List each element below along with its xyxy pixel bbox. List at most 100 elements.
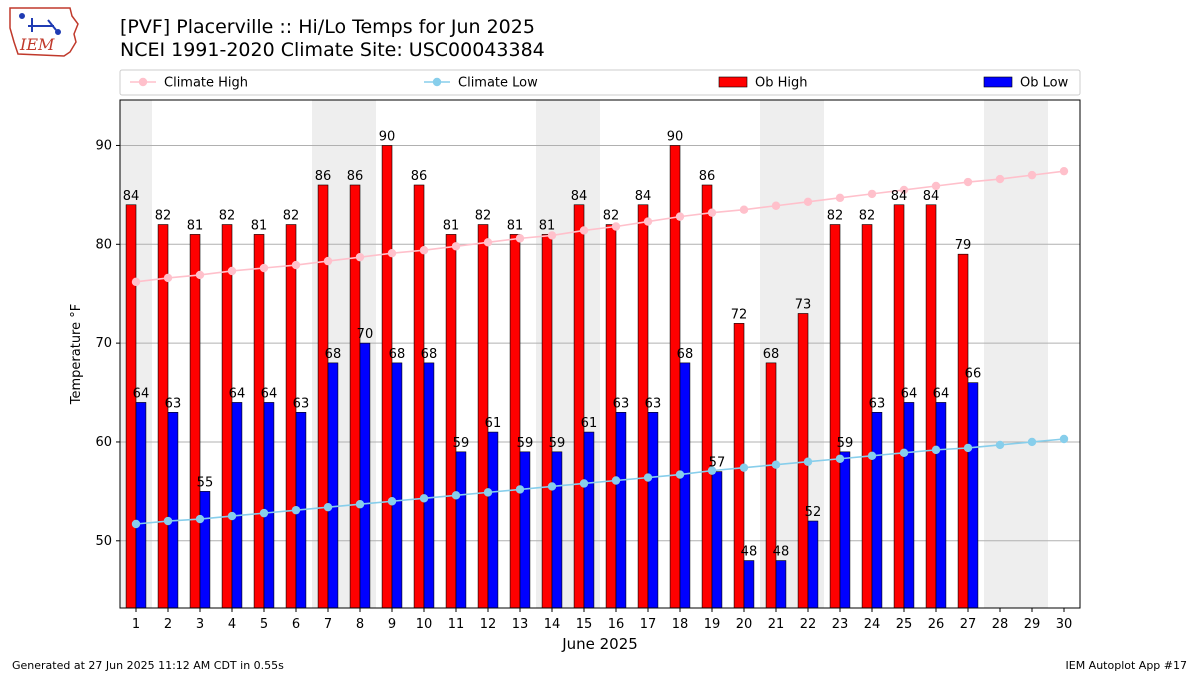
x-tick-label: 28 — [992, 617, 1009, 632]
climate-low-point-day-1 — [131, 519, 141, 529]
ob-low-label-day-12: 61 — [485, 416, 502, 431]
iowa-state-outline — [9, 7, 79, 57]
ob-low-bar-day-23 — [839, 451, 851, 609]
climate-high-point-day-13 — [515, 234, 525, 243]
climate-high-point-day-6 — [291, 260, 301, 270]
climate-low-point-day-24 — [867, 451, 877, 460]
ob-high-label-day-26: 84 — [923, 189, 940, 204]
ob-high-label-day-8: 86 — [347, 169, 364, 184]
ob-high-bar-day-11 — [445, 234, 457, 609]
ob-low-bar-day-18 — [679, 362, 691, 609]
ob-high-bar-day-3 — [189, 234, 201, 609]
ob-low-bar-day-7 — [327, 362, 339, 609]
ob-high-bar-day-4 — [221, 224, 233, 609]
climate-high-point-day-5 — [259, 263, 269, 273]
ob-low-bar-day-19 — [711, 471, 723, 609]
ob-low-bar-day-16 — [615, 412, 627, 609]
ob-low-label-day-27: 66 — [965, 367, 982, 382]
climate-high-point-day-24 — [867, 189, 877, 199]
ob-high-bar-day-15 — [573, 204, 585, 609]
weather-station-icon — [19, 13, 61, 35]
ob-high-label-day-21: 68 — [763, 347, 780, 362]
x-tick-label: 17 — [640, 617, 657, 632]
ob-low-bar-day-8 — [359, 342, 371, 609]
ob-low-bar-day-20 — [743, 560, 755, 609]
ob-high-bar-day-6 — [285, 224, 297, 609]
x-tick-label: 13 — [512, 617, 529, 632]
x-tick-label: 23 — [832, 617, 849, 632]
x-tick-label: 8 — [356, 617, 364, 632]
climate-high-point-day-29 — [1027, 170, 1037, 180]
y-tick-label: 50 — [95, 534, 112, 549]
x-tick-label: 5 — [260, 617, 268, 632]
x-tick-label: 12 — [480, 617, 497, 632]
ob-high-bar-day-8 — [349, 184, 361, 609]
x-tick-label: 24 — [864, 617, 881, 632]
ob-high-label-day-3: 81 — [187, 218, 204, 233]
ob-low-label-day-24: 63 — [869, 396, 886, 411]
climate-low-point-day-2 — [163, 516, 173, 526]
y-tick-label: 80 — [95, 237, 112, 252]
x-tick-label: 22 — [800, 617, 817, 632]
x-tick-label: 25 — [896, 617, 913, 632]
ob-high-bar-day-26 — [925, 204, 937, 609]
generated-timestamp: Generated at 27 Jun 2025 11:12 AM CDT in… — [12, 659, 284, 672]
legend-frame — [119, 69, 1081, 96]
x-tick-label: 9 — [388, 617, 396, 632]
ob-high-label-day-18: 90 — [667, 129, 684, 144]
climate-high-point-day-15 — [579, 226, 589, 235]
ob-low-label-day-7: 68 — [325, 347, 342, 362]
legend-climate-low-label: Climate Low — [458, 76, 538, 91]
ob-low-bar-day-12 — [487, 431, 499, 609]
ob-low-bar-day-25 — [903, 402, 915, 609]
ob-low-label-day-15: 61 — [581, 416, 598, 431]
x-tick-label: 27 — [960, 617, 977, 632]
ob-low-label-day-20: 48 — [741, 545, 758, 560]
plot-frame — [119, 99, 1081, 609]
ob-low-label-day-25: 64 — [901, 386, 918, 401]
ob-low-label-day-23: 59 — [837, 436, 854, 451]
climate-high-point-day-21 — [771, 201, 781, 210]
x-tick-label: 19 — [704, 617, 721, 632]
x-tick-label: 20 — [736, 617, 753, 632]
ob-low-bar-day-15 — [583, 431, 595, 609]
climate-high-point-day-11 — [451, 242, 461, 251]
ob-low-bar-day-26 — [935, 402, 947, 609]
legend-ob-low-label: Ob Low — [1020, 76, 1069, 91]
climate-high-point-day-3 — [195, 270, 205, 280]
ob-low-label-day-16: 63 — [613, 396, 630, 411]
y-gridlines — [120, 144, 1080, 542]
ob-high-label-day-4: 82 — [219, 209, 236, 224]
ob-high-label-day-11: 81 — [443, 218, 460, 233]
ob-low-label-day-11: 59 — [453, 436, 470, 451]
ob-low-bar-day-22 — [807, 520, 819, 609]
ob-low-bar-day-11 — [455, 451, 467, 609]
ob-high-bar-day-2 — [157, 224, 169, 609]
climate-high-point-day-23 — [835, 193, 845, 203]
ob-high-bar-day-13 — [509, 234, 521, 609]
ob-low-bar-day-13 — [519, 451, 531, 609]
climate-low-point-day-17 — [643, 473, 653, 482]
ob-high-label-day-16: 82 — [603, 209, 620, 224]
climate-low-point-day-18 — [675, 470, 685, 479]
ob-high-label-day-13: 81 — [507, 218, 524, 233]
x-tick-label: 15 — [576, 617, 593, 632]
climate-low-point-day-16 — [611, 476, 621, 485]
bars — [125, 145, 979, 609]
climate-low-point-day-20 — [739, 463, 749, 472]
x-tick-label: 7 — [324, 617, 332, 632]
ob-low-label-day-1: 64 — [133, 386, 150, 401]
climate-low-point-day-30 — [1059, 434, 1069, 444]
ob-low-label-day-17: 63 — [645, 396, 662, 411]
legend-climate-high-marker-swatch — [138, 77, 148, 87]
ob-low-bar-day-17 — [647, 412, 659, 609]
x-tick-label: 1 — [132, 617, 140, 632]
ob-high-bar-day-7 — [317, 184, 329, 609]
climate-high-point-day-16 — [611, 222, 621, 231]
weekend-shade-day-28 — [984, 100, 1016, 608]
ob-high-label-day-10: 86 — [411, 169, 428, 184]
climate-low-point-day-3 — [195, 514, 205, 524]
x-tick-label: 10 — [416, 617, 433, 632]
ob-low-label-day-6: 63 — [293, 396, 310, 411]
